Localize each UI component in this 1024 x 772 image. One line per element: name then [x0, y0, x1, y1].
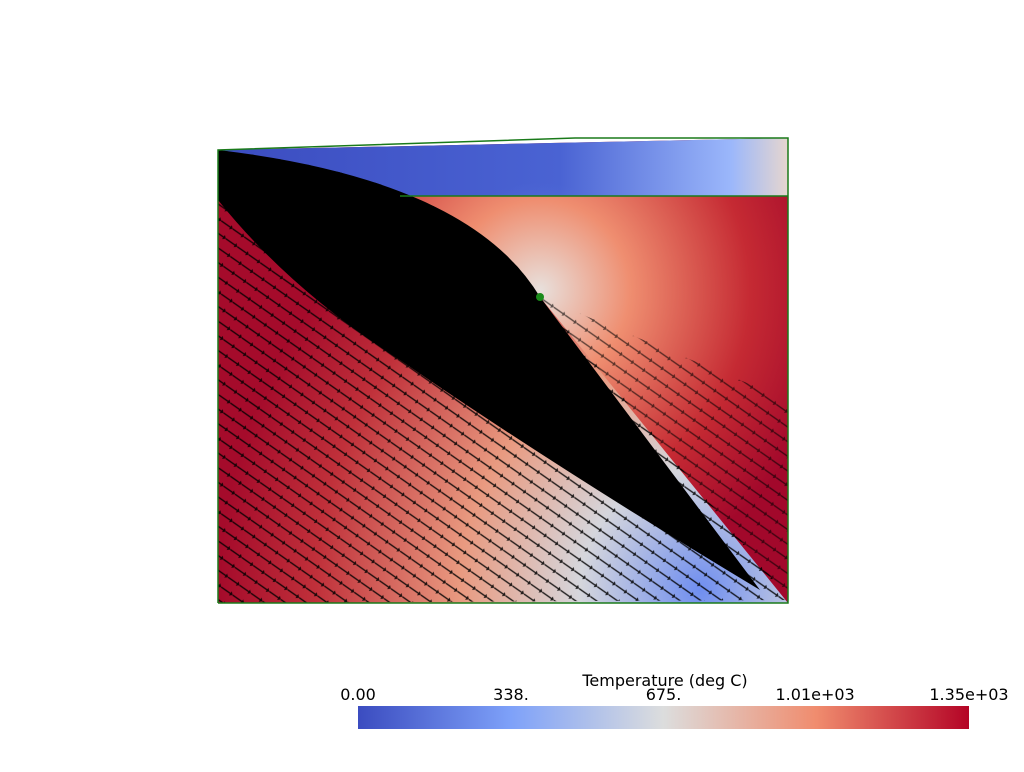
colorbar-tick-label: 1.35e+03: [929, 685, 1008, 704]
model-domain: [217, 137, 790, 604]
colorbar: Temperature (deg C) 0.00 338. 675. 1.01e+03…: [340, 671, 1009, 729]
colorbar-tick-label: 0.00: [340, 685, 376, 704]
colorbar-tick-label: 1.01e+03: [776, 685, 855, 704]
colorbar-title: Temperature (deg C): [581, 671, 747, 690]
colorbar-gradient: [358, 706, 969, 729]
colorbar-tick-label: 338.: [493, 685, 529, 704]
colorbar-tick-label: 675.: [646, 685, 682, 704]
